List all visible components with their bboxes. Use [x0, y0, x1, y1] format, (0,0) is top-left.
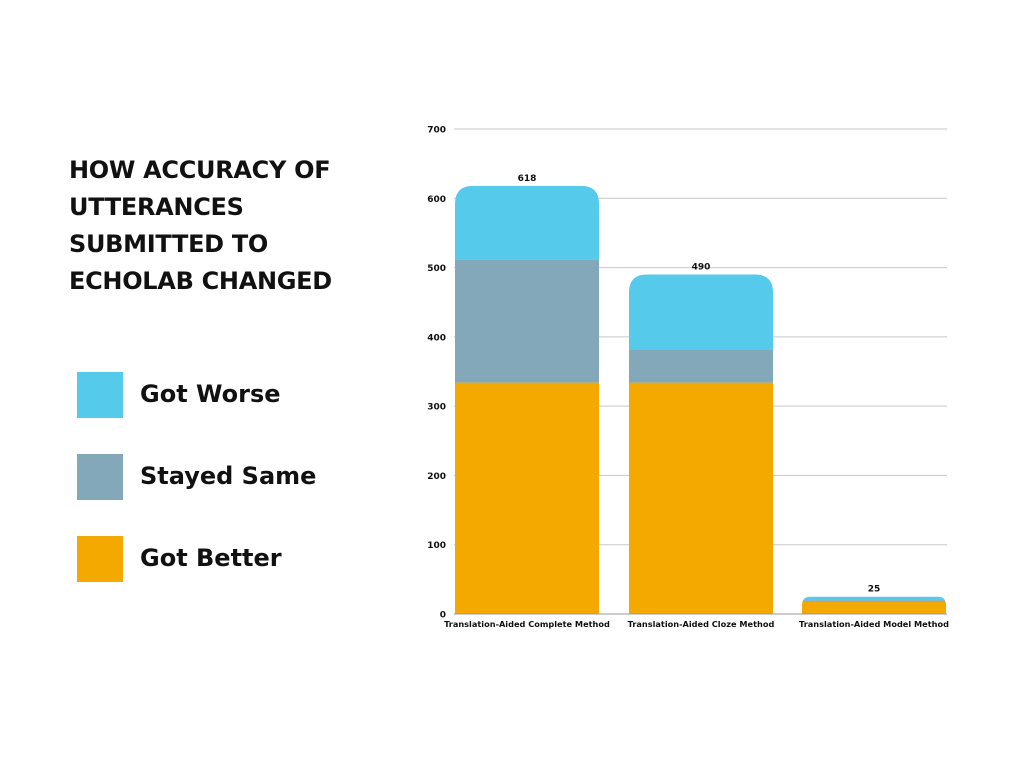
bar-group — [629, 274, 773, 614]
bar-segment — [629, 349, 773, 383]
bar-segment — [629, 382, 773, 614]
legend-label-stayed-same: Stayed Same — [140, 462, 317, 490]
legend-swatch-stayed-same — [77, 454, 123, 500]
y-tick-label: 300 — [427, 403, 446, 413]
bar-segment — [802, 600, 946, 602]
bar-segment — [629, 274, 773, 350]
legend-swatch-got-worse — [77, 372, 123, 418]
bar-group — [455, 185, 599, 614]
data-label: 490 — [692, 263, 711, 273]
y-tick-label: 400 — [427, 333, 446, 343]
bar-segment — [802, 601, 946, 614]
legend-item-stayed-same: Stayed Same — [77, 454, 377, 500]
bar-segment — [455, 185, 599, 260]
bar-segment — [455, 259, 599, 383]
legend-item-got-better: Got Better — [77, 536, 377, 582]
chart-title: HOW ACCURACY OF UTTERANCES SUBMITTED TO … — [69, 156, 332, 295]
legend-swatch-got-better — [77, 536, 123, 582]
y-tick-label: 600 — [427, 195, 446, 205]
bar-segment — [455, 382, 599, 614]
data-label: 618 — [518, 174, 537, 184]
x-tick-label: Translation-Aided Complete Method — [444, 619, 610, 629]
y-tick-label: 100 — [427, 541, 446, 551]
y-tick-label: 500 — [427, 264, 446, 274]
legend-label-got-better: Got Better — [140, 544, 282, 572]
data-label: 25 — [868, 585, 881, 595]
y-tick-label: 700 — [427, 126, 446, 136]
x-tick-label: Translation-Aided Model Method — [799, 619, 949, 629]
bar-segment — [802, 596, 946, 601]
legend-item-got-worse: Got Worse — [77, 372, 377, 418]
x-tick-label: Translation-Aided Cloze Method — [628, 619, 775, 629]
y-tick-label: 200 — [427, 472, 446, 482]
bar-group — [802, 596, 946, 614]
legend-label-got-worse: Got Worse — [140, 380, 281, 408]
y-tick-label: 0 — [440, 611, 446, 621]
